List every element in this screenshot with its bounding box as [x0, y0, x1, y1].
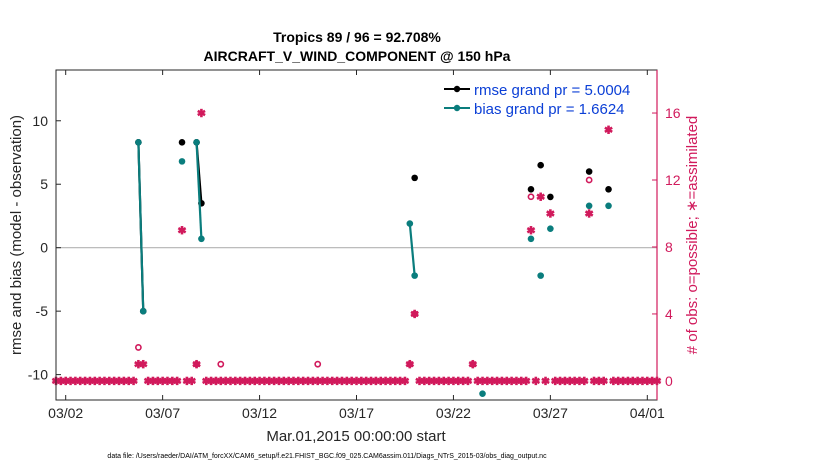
assimilated-point: [604, 125, 613, 134]
possible-point: [193, 360, 200, 368]
possible-point: [314, 360, 322, 368]
data-file-footnote: data file: /Users/raeder/DAI/ATM_forcXX/…: [107, 453, 547, 460]
possible-point: [469, 360, 477, 368]
possible-point: [406, 360, 414, 368]
y-axis-label-right: # of obs: o=possible; ∗=assimilated: [684, 116, 701, 355]
ticks-layer: 03/02 03/07 03/12 03/17 03/22 03/27 04/01 10 5 0 -…: [28, 70, 681, 421]
legend-box: [441, 80, 643, 120]
x-tick-label: 03/27: [533, 405, 568, 421]
x-tick-label: 03/17: [339, 405, 374, 421]
y-left-tick-label: 0: [40, 240, 48, 256]
assimilated-point: [463, 376, 473, 386]
y-left-tick-label: 5: [40, 176, 48, 192]
y-left-tick-label: -5: [36, 303, 49, 319]
possible-point: [527, 193, 535, 201]
rmse-point: [411, 174, 418, 182]
assimilated-point: [536, 192, 545, 201]
legend-rmse-marker: [453, 85, 461, 93]
y-left-tick-label: 10: [32, 113, 48, 129]
assimilated-point: [546, 209, 555, 218]
bias-point: [193, 139, 200, 146]
bias-point: [135, 139, 142, 146]
chart-title-line2: AIRCRAFT_V_WIND_COMPONENT @ 150 hPa: [204, 48, 511, 64]
legend: rmse grand pr = 5.0004 bias grand pr = 1…: [441, 80, 643, 120]
assimilated-point: [599, 376, 608, 386]
assimilated-point: [526, 226, 536, 235]
bias-point: [139, 307, 147, 315]
bias-point: [527, 235, 535, 243]
assimilated-point: [541, 376, 550, 386]
rmse-point: [527, 186, 535, 193]
bias-point: [178, 158, 186, 165]
bias-point: [406, 220, 414, 227]
possible-point: [134, 344, 142, 351]
assimilated-point: [187, 376, 197, 386]
bias-point: [537, 272, 544, 279]
y-axis-label-left: rmse and bias (model - observation): [8, 115, 25, 355]
assimilated-point: [400, 376, 410, 386]
y-right-tick-label: 8: [665, 239, 673, 255]
y-right-tick-label: 0: [665, 373, 673, 389]
bias-line-segment: [137, 142, 145, 312]
x-tick-label: 04/01: [630, 405, 665, 421]
possible-point: [411, 310, 419, 318]
assimilated-point: [177, 226, 187, 235]
bias-point: [411, 272, 418, 279]
bias-point: [547, 225, 554, 232]
bias-point: [479, 390, 486, 397]
rmse-point: [537, 161, 544, 169]
assimilated-point: [531, 376, 541, 386]
x-tick-label: 03/12: [242, 405, 277, 421]
bias-line-segment: [195, 142, 203, 239]
legend-bias-marker: [453, 104, 461, 112]
assimilated-point: [521, 376, 531, 386]
assimilated-point: [138, 359, 148, 369]
possible-point: [217, 360, 225, 368]
y-right-tick-label: 4: [665, 306, 673, 322]
x-axis-label: Mar.01,2015 00:00:00 start: [266, 428, 446, 445]
assimilated-point: [129, 376, 138, 386]
assimilated-point: [584, 209, 594, 218]
bias-point: [585, 202, 593, 210]
bias-point: [605, 202, 612, 210]
rmse-point: [178, 139, 186, 146]
y-left-tick-label: -10: [28, 367, 48, 383]
possible-point: [585, 176, 593, 184]
assimilated-point: [172, 376, 182, 386]
legend-rmse-label: rmse grand pr = 5.0004: [474, 82, 630, 99]
rmse-point: [605, 186, 612, 193]
chart-title-line1: Tropics 89 / 96 = 92.708%: [273, 29, 441, 45]
y-right-tick-label: 16: [665, 105, 681, 121]
bias-point: [198, 235, 205, 243]
x-tick-label: 03/02: [48, 405, 83, 421]
x-tick-label: 03/22: [436, 405, 471, 421]
y-right-tick-label: 12: [665, 172, 681, 188]
assimilated-point: [197, 108, 206, 118]
legend-bias-label: bias grand pr = 1.6624: [474, 101, 625, 118]
bias-line-segment: [408, 223, 416, 276]
rmse-point: [585, 168, 593, 175]
x-tick-label: 03/07: [145, 405, 180, 421]
series-layer: [51, 108, 662, 397]
rmse-point: [547, 193, 554, 201]
assimilated-point: [579, 376, 589, 386]
